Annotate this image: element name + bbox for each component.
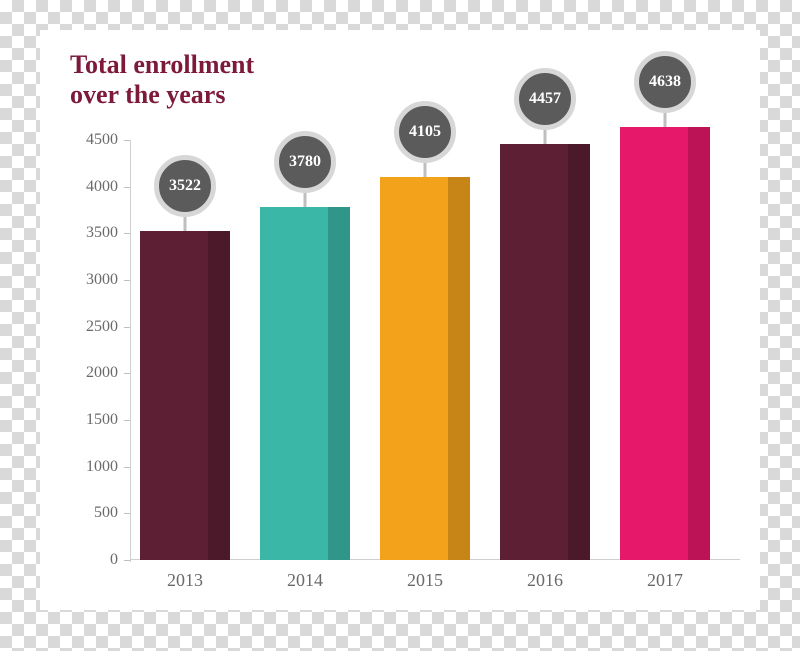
y-tick-mark [124,373,130,374]
y-tick-label: 2500 [58,318,118,336]
bar-shade [568,144,590,560]
y-tick-label: 1000 [58,458,118,476]
x-tick-label: 2013 [125,570,245,591]
y-tick-label: 2000 [58,364,118,382]
bar-shade [448,177,470,560]
value-marker: 3522 [154,155,216,217]
value-marker: 4105 [394,101,456,163]
bar-shade [208,231,230,560]
y-tick-mark [124,327,130,328]
y-tick-mark [124,233,130,234]
title-line-2: over the years [70,80,225,109]
value-marker: 4457 [514,68,576,130]
y-tick-mark [124,140,130,141]
x-tick-label: 2015 [365,570,485,591]
y-tick-mark [124,280,130,281]
bar [380,177,470,560]
bar [500,144,590,560]
y-tick-label: 4500 [58,131,118,149]
y-tick-label: 3500 [58,224,118,242]
bar [620,127,710,560]
bar [260,207,350,560]
bar-shade [688,127,710,560]
y-tick-mark [124,467,130,468]
x-tick-label: 2017 [605,570,725,591]
bar [140,231,230,560]
y-tick-label: 0 [58,551,118,569]
chart-title: Total enrollment over the years [70,50,254,110]
bar-shade [328,207,350,560]
value-marker: 3780 [274,131,336,193]
y-tick-label: 500 [58,504,118,522]
y-tick-label: 1500 [58,411,118,429]
chart-card: Total enrollment over the years 05001000… [40,30,760,610]
y-tick-mark [124,420,130,421]
x-tick-label: 2016 [485,570,605,591]
y-tick-mark [124,560,130,561]
y-tick-label: 4000 [58,178,118,196]
x-tick-label: 2014 [245,570,365,591]
value-marker: 4638 [634,51,696,113]
bar-chart: 0500100015002000250030003500400045003522… [130,140,730,560]
y-axis [130,140,131,562]
title-line-1: Total enrollment [70,50,254,79]
y-tick-label: 3000 [58,271,118,289]
y-tick-mark [124,187,130,188]
y-tick-mark [124,513,130,514]
